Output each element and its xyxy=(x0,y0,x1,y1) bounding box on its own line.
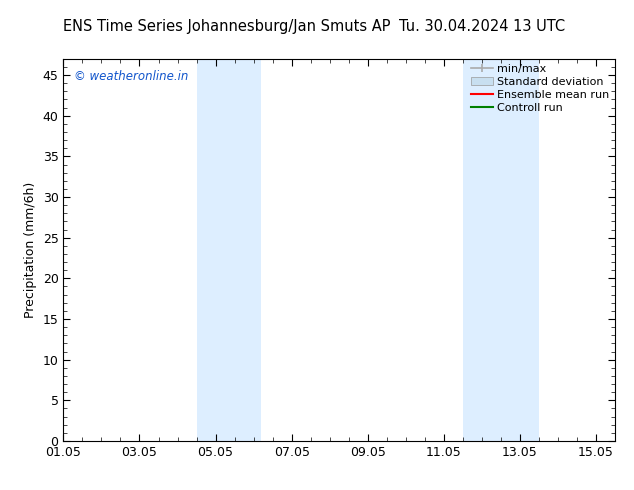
Legend: min/max, Standard deviation, Ensemble mean run, Controll run: min/max, Standard deviation, Ensemble me… xyxy=(470,64,609,113)
Bar xyxy=(463,59,539,441)
Text: ENS Time Series Johannesburg/Jan Smuts AP: ENS Time Series Johannesburg/Jan Smuts A… xyxy=(63,19,391,34)
Text: Tu. 30.04.2024 13 UTC: Tu. 30.04.2024 13 UTC xyxy=(399,19,566,34)
Text: © weatheronline.in: © weatheronline.in xyxy=(74,70,189,83)
Y-axis label: Precipitation (mm/6h): Precipitation (mm/6h) xyxy=(24,182,37,318)
Bar xyxy=(197,59,261,441)
